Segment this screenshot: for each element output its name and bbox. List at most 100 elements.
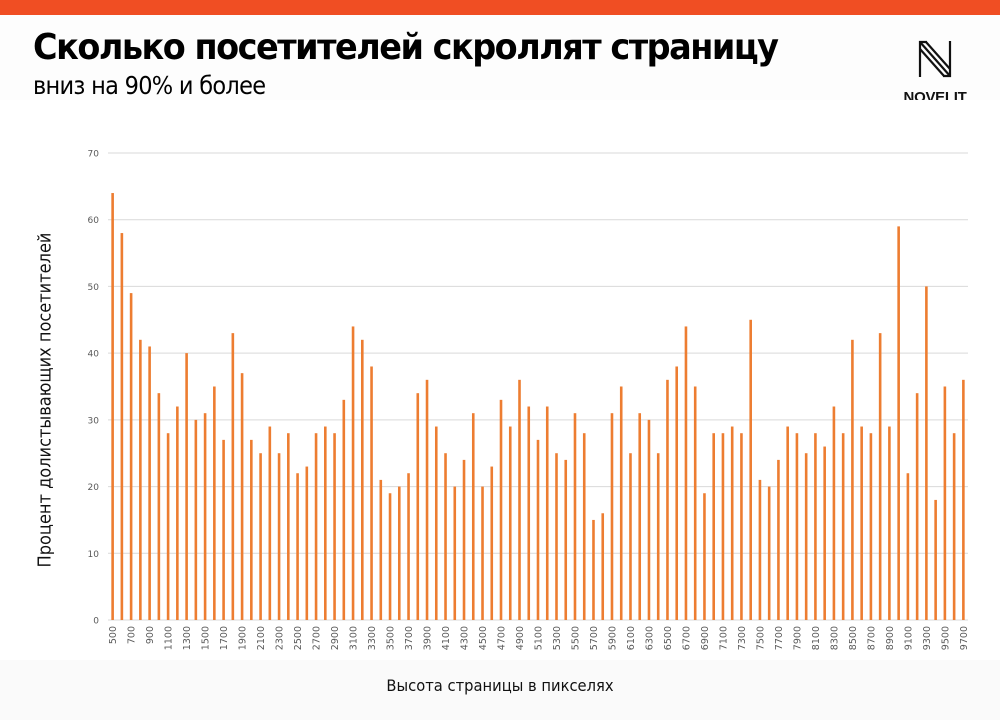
bar [370, 366, 373, 620]
bar [638, 413, 642, 620]
x-tick-label: 6500 [663, 626, 674, 650]
bar [388, 493, 392, 620]
bar [841, 433, 845, 620]
x-tick-label: 4100 [441, 626, 452, 650]
bar [906, 473, 910, 620]
x-tick-label: 6300 [644, 626, 655, 650]
bar [471, 413, 475, 620]
bar [934, 499, 937, 620]
top-accent-bar [0, 0, 1000, 15]
bar [952, 433, 956, 620]
bar [666, 379, 669, 620]
x-tick-label: 9700 [959, 626, 970, 650]
x-tick-label: 1700 [219, 626, 230, 650]
x-tick-label: 5500 [570, 626, 581, 650]
x-tick-label: 8100 [811, 626, 822, 650]
x-tick-label: 5900 [607, 626, 618, 650]
x-tick-label: 5300 [552, 626, 563, 650]
bar [166, 433, 170, 620]
bar [268, 426, 272, 620]
bar [869, 433, 873, 620]
x-tick-label: 2900 [330, 626, 341, 650]
x-tick-label: 5100 [534, 626, 545, 650]
x-tick-label: 1100 [164, 626, 175, 650]
x-tick-label: 4700 [497, 626, 508, 650]
bar [712, 433, 715, 620]
y-tick-label: 0 [93, 617, 99, 627]
x-tick-label: 2700 [312, 626, 323, 650]
bar [250, 439, 253, 620]
y-tick-label: 60 [88, 216, 100, 226]
x-tick-label: 9100 [903, 626, 914, 650]
y-axis-title: Процент долистывающих посетителей [34, 232, 56, 568]
bar [361, 339, 364, 620]
x-axis-title-band [0, 660, 1000, 720]
bar [925, 286, 928, 620]
bar [555, 453, 558, 620]
x-tick-label: 7100 [718, 626, 729, 650]
x-tick-label: 2500 [293, 626, 304, 650]
bar [619, 386, 623, 620]
bar [536, 439, 540, 620]
bar [129, 293, 133, 620]
bar [897, 226, 900, 620]
novelit-logo: NOVELIT [900, 38, 970, 108]
x-tick-label: 9300 [922, 626, 933, 650]
x-tick-label: 2100 [256, 626, 267, 650]
bar [545, 406, 549, 620]
x-tick-label: 8500 [848, 626, 859, 650]
bar [425, 379, 429, 620]
bar [213, 386, 216, 620]
x-tick-label: 5700 [589, 626, 600, 650]
bar [518, 379, 521, 620]
bar [185, 353, 188, 620]
bar [305, 466, 309, 620]
bar [139, 339, 142, 620]
x-tick-label: 3500 [386, 626, 397, 650]
bar [259, 453, 262, 620]
x-tick-label: 7500 [755, 626, 766, 650]
bar [351, 326, 355, 620]
bar [379, 479, 383, 620]
bar [416, 393, 420, 620]
x-tick-label: 1500 [201, 626, 212, 650]
bar [592, 519, 595, 620]
x-tick-label: 7900 [792, 626, 803, 650]
bar [490, 466, 494, 620]
x-tick-label: 1300 [182, 626, 193, 650]
x-tick-label: 3100 [349, 626, 360, 650]
bar [851, 339, 854, 620]
bar [777, 459, 780, 620]
bar [342, 399, 346, 620]
bar [222, 439, 225, 620]
bar [943, 386, 947, 620]
x-tick-label: 7700 [774, 626, 785, 650]
x-tick-label: 6900 [700, 626, 711, 650]
x-tick-label: 4300 [460, 626, 471, 650]
page-subtitle: вниз на 90% и более [33, 71, 266, 100]
bar [693, 386, 697, 620]
x-tick-label: 4500 [478, 626, 489, 650]
bar [675, 366, 679, 620]
bar [721, 433, 725, 620]
x-tick-label: 500 [108, 626, 119, 644]
bar [804, 453, 808, 620]
bar [888, 426, 891, 620]
y-tick-label: 40 [88, 350, 100, 360]
bar [758, 479, 762, 620]
x-tick-label: 8700 [866, 626, 877, 650]
bar [120, 233, 124, 621]
bar [231, 333, 235, 620]
bar [962, 379, 965, 620]
bar [462, 459, 466, 620]
bar [148, 346, 151, 620]
y-tick-label: 10 [88, 550, 100, 560]
bar [481, 486, 484, 620]
x-tick-label: 1900 [238, 626, 249, 650]
header [0, 15, 1000, 100]
bar [749, 319, 752, 620]
bar [324, 426, 327, 620]
bar [610, 413, 614, 620]
x-tick-label: 3300 [367, 626, 378, 650]
x-tick-label: 3700 [404, 626, 415, 650]
